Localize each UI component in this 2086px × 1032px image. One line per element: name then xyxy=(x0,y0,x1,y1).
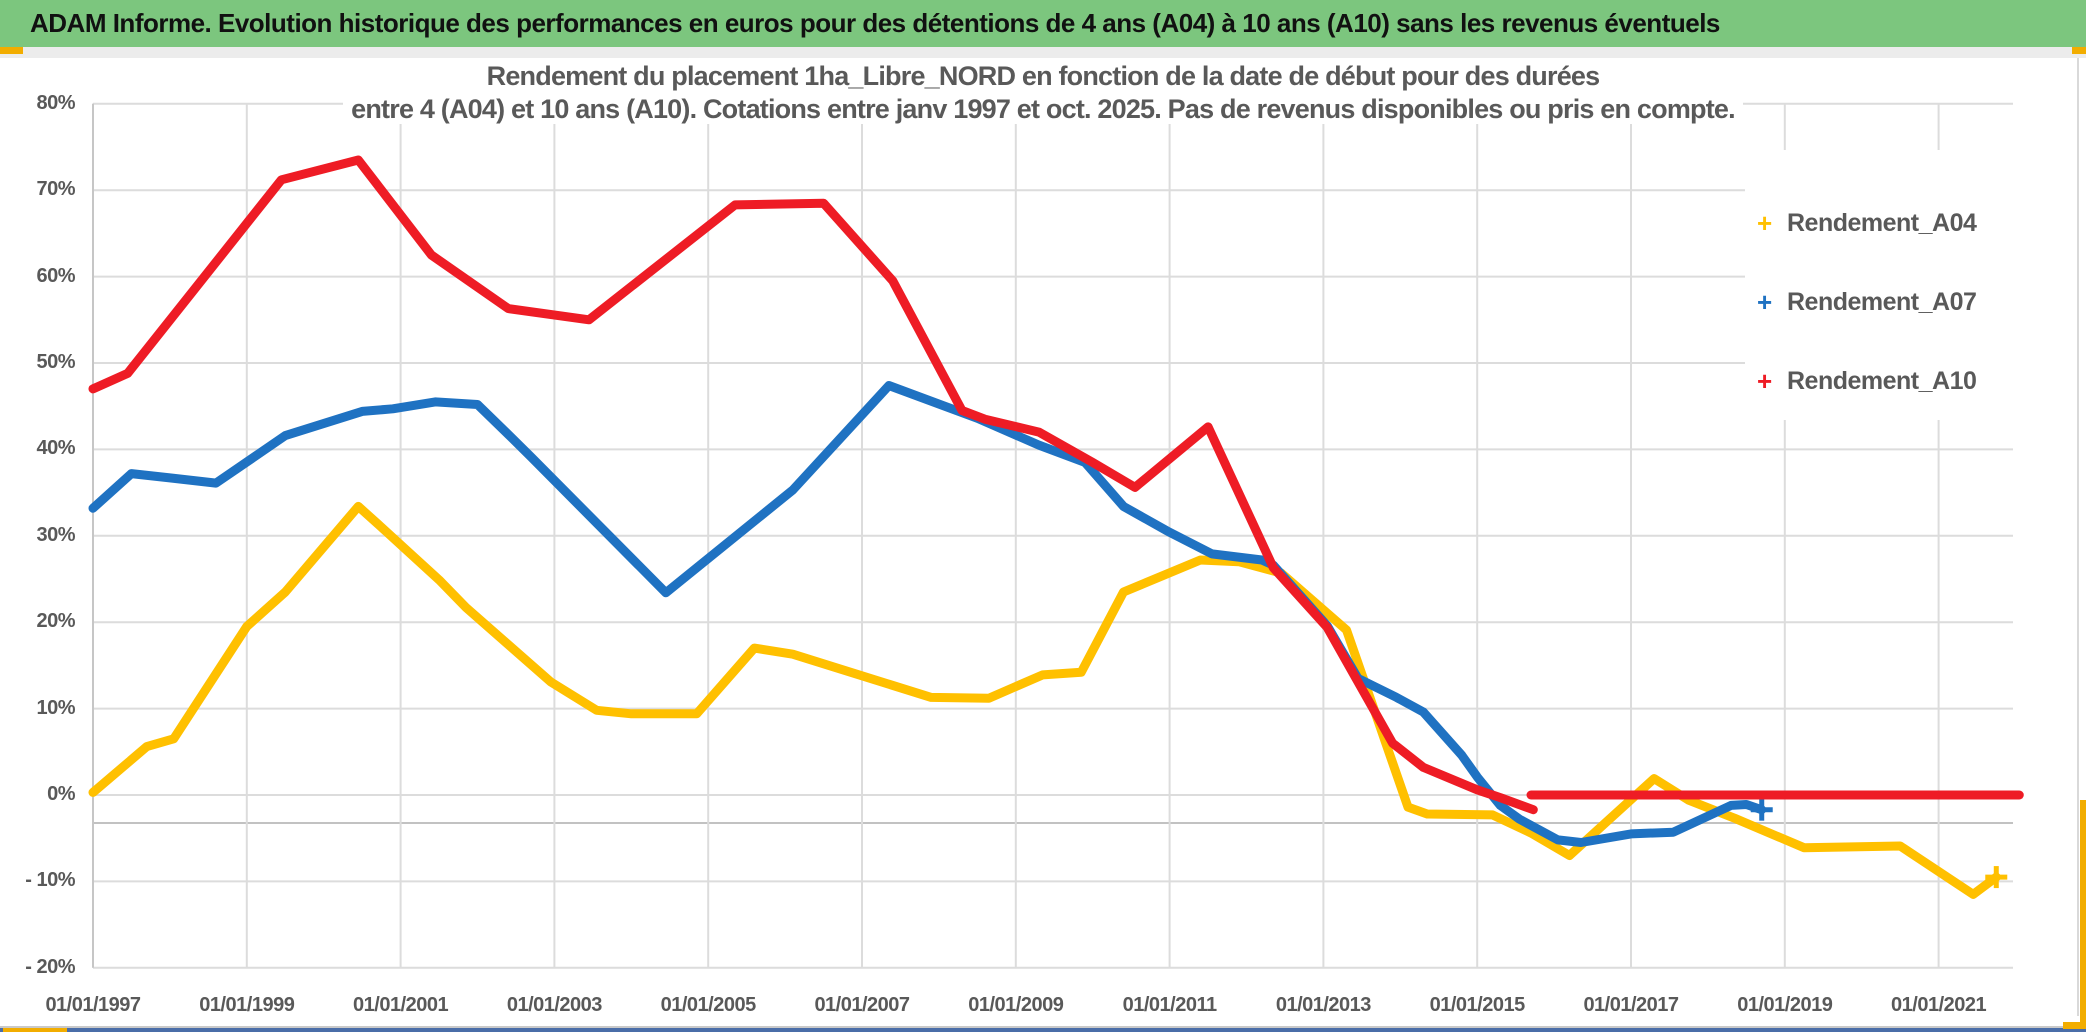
x-axis-tick-label: 01/01/2021 xyxy=(1891,994,1987,1016)
y-axis-tick-label: 40% xyxy=(36,437,75,460)
y-axis-tick-label: 10% xyxy=(36,696,75,719)
chart-plot-area[interactable] xyxy=(0,58,2086,1016)
series-rendement_a04[interactable] xyxy=(88,501,2001,899)
x-axis-tick-label: 01/01/2009 xyxy=(968,994,1064,1016)
x-axis-tick-label: 01/01/2011 xyxy=(1122,994,1218,1016)
series-rendement_a10[interactable] xyxy=(88,155,1538,815)
x-axis-tick-label: 01/01/2003 xyxy=(506,994,603,1016)
y-axis-tick-label: 70% xyxy=(36,178,75,201)
y-axis-tick-label: 0% xyxy=(47,783,75,805)
banner-title: ADAM Informe. Evolution historique des p… xyxy=(30,8,1720,38)
accent-bottom-left xyxy=(3,1028,67,1032)
accent-top-left xyxy=(0,47,23,54)
legend-label: Rendement_A10 xyxy=(1787,366,1977,395)
x-axis-tick-label: 01/01/2005 xyxy=(660,994,757,1016)
accent-bottom-right-horizontal xyxy=(2063,1022,2086,1029)
x-axis-tick-label: 01/01/2019 xyxy=(1737,994,1833,1016)
chart-object-right-border xyxy=(2077,58,2079,1016)
legend-item-rendement_a10[interactable]: + Rendement_A10 xyxy=(1757,364,1977,398)
y-axis-tick-label: 30% xyxy=(36,523,75,546)
series-rendement_a07[interactable] xyxy=(88,381,1767,847)
y-axis-tick-label: - 20% xyxy=(25,955,75,978)
accent-top-right xyxy=(2072,47,2086,54)
chart-title: Rendement du placement 1ha_Libre_NORD en… xyxy=(0,60,2086,126)
y-axis-tick-label: 80% xyxy=(36,91,75,114)
x-axis-tick-label: 01/01/1997 xyxy=(45,994,141,1016)
x-axis-tick-label: 01/01/1999 xyxy=(199,994,295,1016)
banner[interactable]: ADAM Informe. Evolution historique des p… xyxy=(0,0,2086,47)
legend-item-rendement_a07[interactable]: + Rendement_A07 xyxy=(1757,285,1977,319)
chart-legend: + Rendement_A04 + Rendement_A07 + Rendement_A… xyxy=(1745,150,2076,420)
x-axis-tick-label: 01/01/2015 xyxy=(1429,994,1526,1016)
chart-title-line1: Rendement du placement 1ha_Libre_NORD en… xyxy=(478,61,1608,91)
x-axis-tick-label: 01/01/2001 xyxy=(353,994,449,1016)
x-axis-tick-label: 01/01/2007 xyxy=(814,994,910,1016)
x-axis-tick-label: 01/01/2013 xyxy=(1275,994,1372,1016)
legend-plus-marker-icon: + xyxy=(1757,207,1773,238)
y-axis-tick-label: - 10% xyxy=(25,869,75,892)
legend-label: Rendement_A07 xyxy=(1787,287,1977,316)
legend-plus-marker-icon: + xyxy=(1757,365,1773,396)
y-axis-tick-label: 20% xyxy=(36,610,75,633)
x-axis-tick-label: 01/01/2017 xyxy=(1583,994,1679,1016)
chart-title-line2: entre 4 (A04) et 10 ans (A10). Cotations… xyxy=(343,94,1743,124)
y-axis-tick-label: 50% xyxy=(36,351,75,373)
bottom-bar xyxy=(0,1028,2086,1032)
legend-label: Rendement_A04 xyxy=(1787,208,1977,237)
legend-item-rendement_a04[interactable]: + Rendement_A04 xyxy=(1757,206,1977,240)
bottom-divider xyxy=(0,1026,2086,1028)
legend-plus-marker-icon: + xyxy=(1757,286,1773,317)
y-axis-tick-label: 60% xyxy=(36,264,75,287)
accent-right-edge xyxy=(2080,800,2086,1029)
banner-understrip xyxy=(0,47,2086,58)
